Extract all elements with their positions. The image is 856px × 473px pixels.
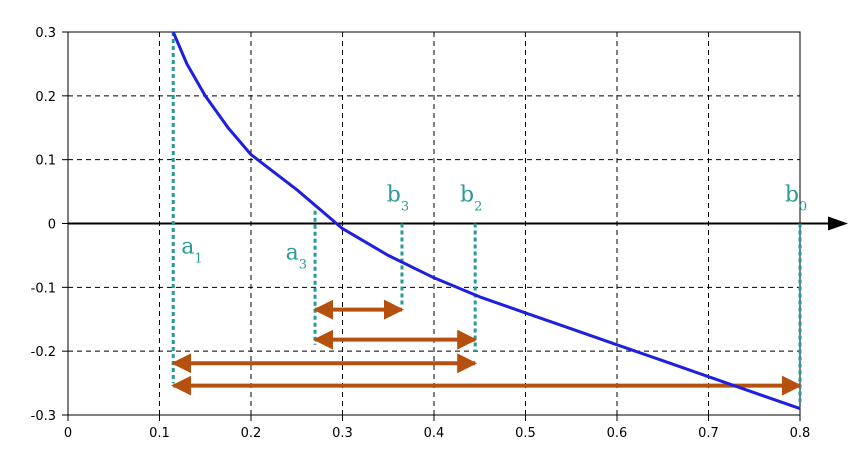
y-tick-label: 0.3 bbox=[35, 26, 56, 41]
x-tick-label: 0 bbox=[64, 426, 72, 441]
x-tick-label: 0.7 bbox=[698, 426, 719, 441]
y-tick-label: 0 bbox=[48, 218, 56, 233]
curve bbox=[171, 31, 801, 411]
x-tick-label: 0.8 bbox=[790, 426, 811, 441]
x-tick-label: 0.3 bbox=[332, 426, 353, 441]
x-tick-label: 0.4 bbox=[424, 426, 445, 441]
marker-subscript: 0 bbox=[799, 200, 807, 215]
marker-label: a3 bbox=[286, 241, 307, 273]
y-tick-label: -0.2 bbox=[31, 345, 56, 360]
marker-letter: b bbox=[387, 183, 401, 208]
marker-label: b3 bbox=[387, 183, 409, 215]
marker-subscript: 2 bbox=[474, 200, 482, 215]
x-tick-label: 0.1 bbox=[149, 426, 170, 441]
marker-letter: b bbox=[460, 183, 474, 208]
marker-label: b2 bbox=[460, 183, 482, 215]
y-tick-label: 0.1 bbox=[35, 154, 56, 169]
marker-label: b0 bbox=[785, 183, 807, 215]
marker-letter: b bbox=[785, 183, 799, 208]
x-tick-label: 0.6 bbox=[607, 426, 628, 441]
y-tick-label: -0.1 bbox=[31, 281, 56, 296]
x-tick-label: 0.2 bbox=[241, 426, 262, 441]
marker-letter: a bbox=[286, 241, 299, 266]
y-tick-label: -0.3 bbox=[31, 409, 56, 424]
marker-subscript: 1 bbox=[194, 252, 202, 267]
marker-letter: a bbox=[181, 235, 194, 260]
y-tick-label: 0.2 bbox=[35, 90, 56, 105]
marker-label: a1 bbox=[181, 235, 202, 267]
marker-subscript: 3 bbox=[401, 200, 409, 215]
marker-subscript: 3 bbox=[299, 258, 307, 273]
x-tick-label: 0.5 bbox=[515, 426, 536, 441]
x-axis-arrow bbox=[828, 216, 848, 231]
